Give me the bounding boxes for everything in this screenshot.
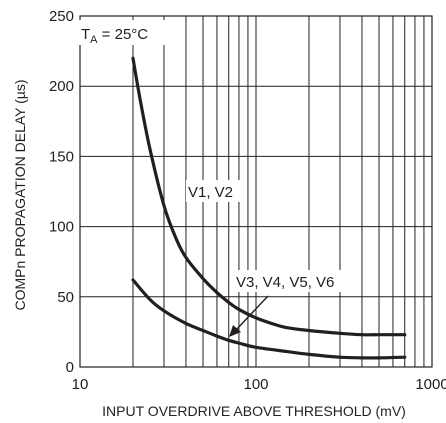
y-tick-label: 200 — [49, 78, 74, 95]
y-axis-title: COMPn PROPAGATION DELAY (µs) — [12, 79, 28, 310]
x-tick-label: 10 — [72, 376, 89, 393]
x-axis-title: INPUT OVERDRIVE ABOVE THRESHOLD (mV) — [102, 403, 406, 419]
y-tick-labels: 0 50 100 150 200 250 — [49, 8, 74, 376]
v36-label-background — [234, 270, 346, 292]
ta-annotation: TA = 25°C — [81, 26, 148, 46]
v12-label-background — [186, 180, 241, 202]
y-tick-label: 50 — [57, 289, 74, 306]
x-tick-label: 100 — [243, 376, 268, 393]
y-tick-label: 0 — [66, 359, 74, 376]
x-tick-label: 1000 — [415, 376, 446, 393]
ta-label-background — [79, 20, 170, 45]
ta-suffix: = 25°C — [98, 26, 149, 43]
v12-annotation: V1, V2 — [188, 184, 233, 201]
arrow-shaft — [235, 295, 269, 331]
v36-arrow — [229, 295, 269, 337]
y-tick-label: 150 — [49, 148, 74, 165]
v36-annotation: V3, V4, V5, V6 — [236, 274, 334, 291]
series-v1-v2-line — [131, 56, 407, 337]
grid-lines — [80, 16, 432, 367]
series-v3-v6-line — [131, 278, 407, 360]
y-tick-label: 250 — [49, 8, 74, 25]
data-curves — [131, 56, 407, 360]
x-tick-labels: 10 100 1000 — [72, 376, 446, 393]
y-tick-label: 100 — [49, 219, 74, 236]
plot-frame — [79, 15, 433, 368]
ta-prefix: T — [81, 26, 90, 43]
arrow-head — [229, 325, 241, 337]
ta-subscript: A — [90, 34, 98, 46]
